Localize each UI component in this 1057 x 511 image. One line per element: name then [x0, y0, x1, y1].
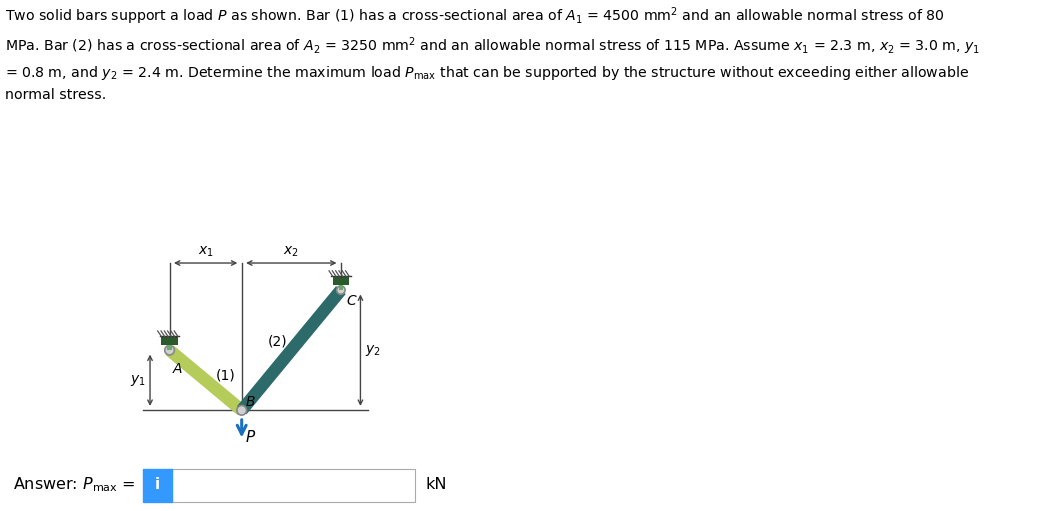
- Text: $A$: $A$: [172, 362, 183, 376]
- Bar: [167, 345, 171, 350]
- Text: $x_2$: $x_2$: [283, 245, 299, 260]
- Circle shape: [337, 286, 345, 294]
- Circle shape: [237, 406, 246, 415]
- Text: $x_1$: $x_1$: [198, 245, 214, 260]
- Bar: [333, 276, 349, 285]
- Bar: [143, 469, 172, 502]
- Text: Two solid bars support a load $P$ as shown. Bar (1) has a cross-sectional area o: Two solid bars support a load $P$ as sho…: [5, 5, 981, 102]
- Text: $C$: $C$: [347, 294, 358, 308]
- Text: (1): (1): [216, 369, 236, 383]
- Bar: [162, 336, 178, 345]
- Text: $B$: $B$: [245, 395, 256, 409]
- Text: $P$: $P$: [245, 429, 257, 446]
- Text: (2): (2): [267, 334, 286, 348]
- Circle shape: [165, 345, 174, 355]
- Bar: [339, 285, 344, 290]
- Text: Answer: $P_\mathrm{max}$ =: Answer: $P_\mathrm{max}$ =: [13, 475, 135, 494]
- Text: $y_2$: $y_2$: [365, 343, 381, 358]
- Text: kN: kN: [426, 477, 447, 492]
- Text: i: i: [155, 477, 160, 492]
- Bar: [172, 469, 415, 502]
- Text: $y_1$: $y_1$: [130, 373, 146, 388]
